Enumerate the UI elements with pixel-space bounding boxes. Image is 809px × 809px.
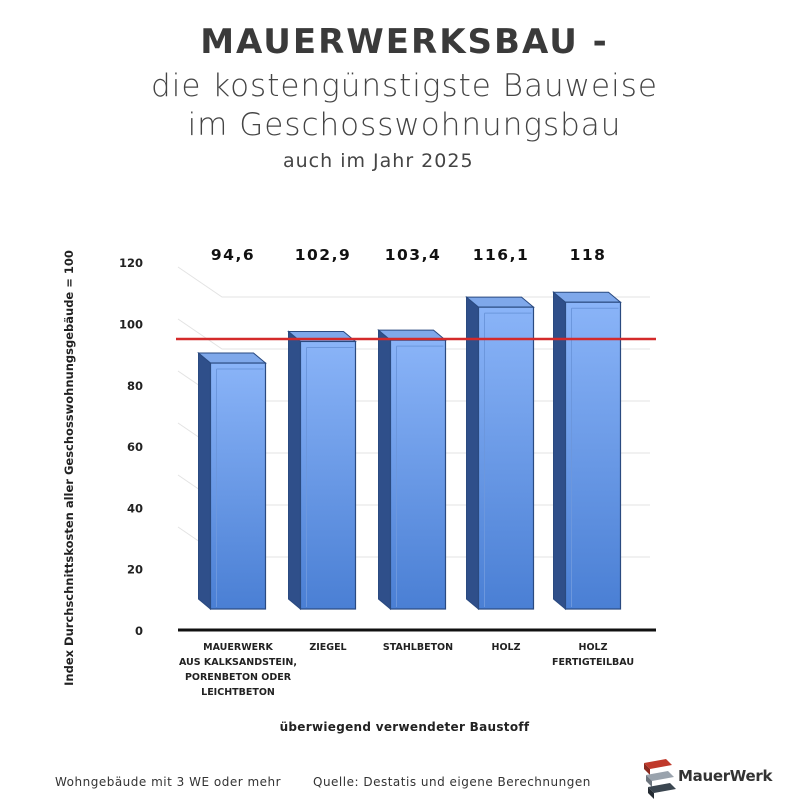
bar-front-face	[389, 339, 447, 610]
source-note: Quelle: Destatis und eigene Berechnungen	[313, 775, 591, 789]
category-label: MAUERWERK	[203, 642, 273, 653]
bar-front-face	[209, 362, 267, 610]
bar-side-face	[288, 330, 301, 611]
data-label: 102,9	[295, 246, 352, 264]
data-label: 118	[570, 246, 607, 264]
bar-front-face	[477, 306, 535, 610]
bar	[287, 330, 357, 611]
chart-subtitle-line2: im Geschosswohnungsbau	[187, 107, 622, 143]
category-labels: MAUERWERK AUS KALKSANDSTEIN, PORENBETON OD…	[179, 642, 634, 698]
bar-side-face	[198, 351, 211, 611]
category-label: PORENBETON ODER	[185, 672, 292, 683]
y-tick-label: 100	[119, 318, 143, 332]
data-label: 94,6	[211, 246, 255, 264]
y-tick-label: 120	[119, 256, 143, 270]
category-label: ZIEGEL	[309, 642, 346, 653]
category-label: LEICHTBETON	[201, 687, 275, 698]
y-tick-labels: 0 20 40 60 80 100 120	[119, 256, 143, 638]
bar-side-face	[466, 296, 479, 611]
data-label: 103,4	[385, 246, 442, 264]
category-label: FERTIGTEILBAU	[552, 657, 634, 668]
y-tick-label: 80	[127, 379, 143, 393]
bar-top-face	[552, 291, 622, 303]
bar	[552, 291, 622, 611]
category-label: HOLZ	[492, 642, 521, 653]
brick-stack-logo-icon	[644, 759, 676, 799]
category-label: STAHLBETON	[383, 642, 453, 653]
chart-subtitle-line1: die kostengünstigste Bauweise	[151, 68, 658, 104]
y-axis-label: Index Durchschnittskosten aller Geschoss…	[62, 250, 76, 686]
chart-title: MAUERWERKSBAU -	[200, 22, 609, 62]
bar-top-face	[197, 352, 267, 364]
chart-subtitle-year: auch im Jahr 2025	[283, 150, 474, 172]
bar	[465, 296, 535, 611]
x-axis-label: überwiegend verwendeter Baustoff	[279, 720, 530, 734]
bar	[197, 351, 267, 611]
data-label: 116,1	[473, 246, 530, 264]
y-tick-label: 60	[127, 440, 143, 454]
footnote: Wohngebäude mit 3 WE oder mehr	[55, 775, 282, 789]
brand-logo: MauerWerk	[638, 755, 798, 801]
bars	[197, 291, 622, 611]
y-tick-label: 0	[135, 624, 143, 638]
bar-side-face	[378, 329, 391, 611]
category-label: HOLZ	[579, 642, 608, 653]
logo-wordmark: MauerWerk	[678, 767, 773, 785]
y-tick-label: 40	[127, 501, 143, 515]
bar-top-face	[465, 296, 535, 308]
bar-front-face	[564, 301, 622, 610]
data-labels: 94,6 102,9 103,4 116,1 118	[211, 246, 607, 264]
bar-front-face	[299, 340, 357, 610]
category-label: AUS KALKSANDSTEIN,	[179, 657, 297, 668]
bar	[377, 329, 447, 611]
y-tick-label: 20	[127, 563, 143, 577]
